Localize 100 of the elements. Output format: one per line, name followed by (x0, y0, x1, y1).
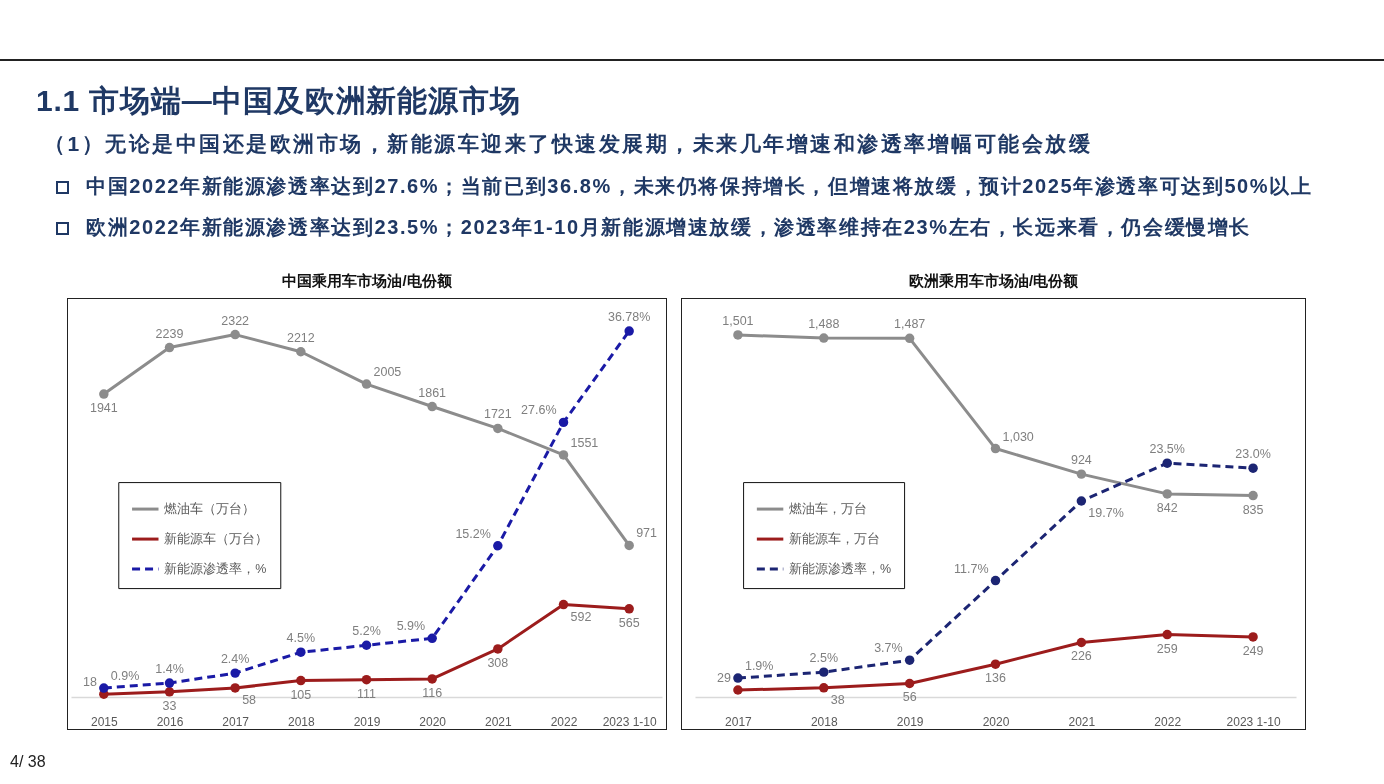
point (733, 330, 743, 340)
data-label: 3.7% (874, 641, 903, 656)
data-label: 924 (1070, 453, 1092, 468)
x-tick-label: 2023 1-10 (1226, 714, 1281, 729)
x-tick-label: 2018 (287, 714, 315, 729)
chart-title: 欧洲乘用车市场油/电份额 (907, 272, 1080, 291)
point (1248, 632, 1258, 642)
point (819, 683, 829, 693)
point (427, 674, 437, 684)
data-label: 33 (162, 698, 177, 713)
x-tick-label: 2020 (419, 714, 447, 729)
legend-label: 新能源车，万台 (789, 532, 881, 547)
point (361, 379, 372, 389)
point (1076, 496, 1087, 506)
text: 4/ 38 (10, 753, 46, 771)
data-label: 23.5% (1149, 442, 1185, 457)
data-label: 105 (290, 687, 312, 702)
data-label: 11.7% (953, 561, 989, 576)
data-label: 249 (1242, 643, 1264, 658)
data-label: 111 (356, 686, 377, 701)
point (904, 678, 915, 689)
data-label: 1.4% (155, 662, 184, 677)
data-label: 1,501 (722, 313, 754, 328)
legend-label: 新能源渗透率，% (789, 561, 892, 577)
x-tick-label: 2022 (1154, 714, 1182, 729)
data-label: 592 (570, 609, 592, 624)
point (493, 541, 503, 551)
x-tick-label: 2017 (222, 714, 250, 729)
point (427, 401, 437, 412)
point (624, 604, 634, 614)
data-label: 308 (487, 655, 509, 670)
data-label: 0.9% (110, 669, 140, 684)
legend-label: 新能源渗透率，% (164, 561, 267, 577)
x-tick-label: 2016 (156, 714, 184, 729)
data-label: 2.4% (220, 652, 250, 667)
point (624, 540, 634, 551)
text: 中国2022年新能源渗透率达到27.6%；当前已到36.8%，未来仍将保持增长，但增速将放缓，预计2025年渗透率可达到50%以上 (86, 174, 1313, 199)
point (990, 575, 1001, 586)
point (990, 443, 1001, 454)
point (904, 655, 915, 665)
data-label: 1721 (483, 407, 512, 422)
x-tick-label: 2020 (982, 714, 1010, 729)
data-label: 36.78% (607, 310, 651, 325)
data-label: 565 (618, 615, 640, 630)
x-tick-label: 2023 1-10 (602, 714, 658, 729)
data-label: 971 (636, 526, 658, 541)
x-tick-label: 2022 (550, 714, 578, 729)
point (99, 683, 109, 693)
point (1076, 637, 1087, 648)
data-label: 18 (82, 675, 97, 690)
point (493, 644, 503, 654)
point (733, 673, 743, 683)
point (296, 347, 306, 357)
x-tick-label: 2018 (810, 714, 838, 729)
data-label: 2.5% (809, 651, 839, 666)
text: 欧洲2022年新能源渗透率达到23.5%；2023年1-10月新能源增速放缓，渗透率维持在23%左右，长远来看，仍会缓慢增长 (86, 215, 1251, 240)
data-label: 1.9% (744, 659, 774, 674)
x-tick-label: 2021 (484, 714, 512, 729)
legend-label: 新能源车（万台） (164, 532, 269, 547)
data-label: 5.2% (352, 624, 381, 639)
data-label: 15.2% (455, 526, 491, 541)
point (361, 674, 372, 685)
data-label: 56 (902, 690, 917, 705)
data-label: 19.7% (1088, 505, 1124, 520)
data-label: 136 (985, 671, 1006, 686)
point (558, 417, 569, 428)
data-label: 29 (717, 671, 731, 685)
point (1162, 458, 1172, 468)
data-label: 1941 (89, 401, 118, 416)
x-tick-label: 2019 (353, 714, 381, 729)
data-label: 1,488 (808, 317, 840, 332)
point (361, 640, 372, 650)
point (1076, 469, 1087, 479)
data-label: 2005 (373, 365, 402, 380)
data-label: 2212 (286, 330, 315, 345)
point (904, 333, 915, 344)
data-label: 842 (1156, 500, 1178, 515)
data-label: 1861 (418, 385, 447, 400)
point (427, 633, 437, 644)
point (819, 667, 829, 677)
point (1162, 629, 1172, 640)
point (493, 423, 503, 434)
data-label: 116 (422, 685, 443, 700)
point (230, 329, 240, 340)
data-label: 259 (1156, 641, 1178, 656)
data-label: 1,030 (1002, 429, 1034, 444)
point (558, 450, 569, 460)
x-tick-label: 2017 (725, 714, 753, 729)
point (624, 326, 634, 336)
point (230, 668, 240, 678)
x-tick-label: 2021 (1068, 714, 1096, 729)
point (164, 687, 175, 697)
point (296, 647, 306, 657)
data-label: 1551 (570, 435, 599, 450)
data-label: 38 (830, 692, 845, 707)
data-label: 226 (1070, 649, 1092, 664)
data-label: 5.9% (396, 619, 426, 634)
point (819, 333, 829, 343)
legend-label: 燃油车（万台） (164, 502, 256, 517)
point (296, 675, 306, 686)
